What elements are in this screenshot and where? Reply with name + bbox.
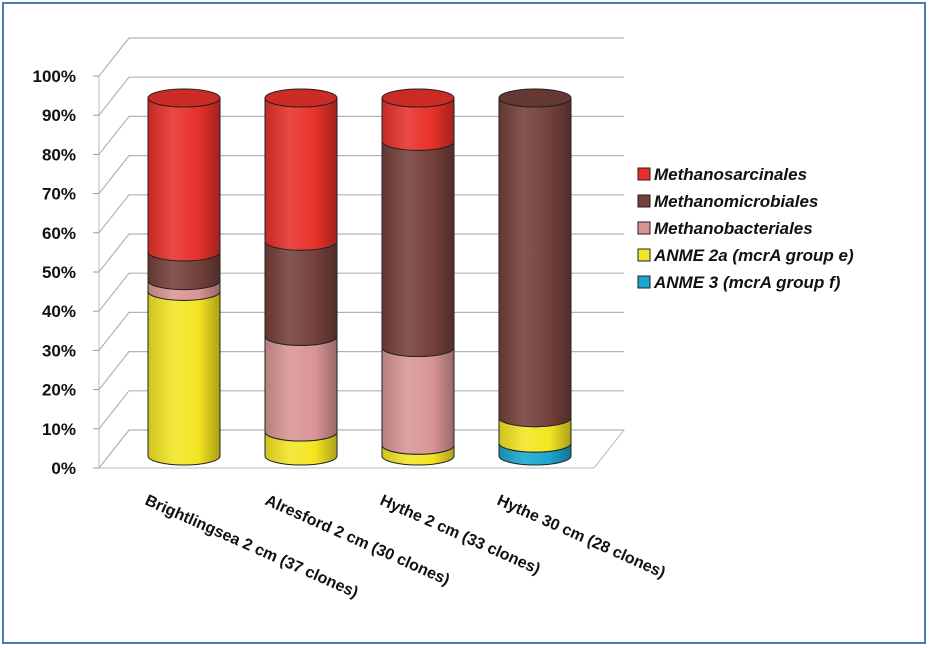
legend-swatch bbox=[637, 275, 651, 289]
y-tick-label: 90% bbox=[42, 106, 76, 125]
gridline bbox=[98, 115, 624, 155]
legend-label: ANME 2a (mcrA group e) bbox=[653, 246, 854, 265]
bar-stack bbox=[381, 88, 455, 466]
y-tick-label: 20% bbox=[42, 381, 76, 400]
bar-stack bbox=[264, 88, 338, 466]
legend: Methanosarcinales Methanomicrobiales Metha… bbox=[637, 165, 854, 292]
bar-segment bbox=[381, 141, 455, 358]
legend-item: ANME 2a (mcrA group e) bbox=[637, 246, 854, 265]
bars bbox=[147, 88, 572, 466]
y-tick-label: 100% bbox=[33, 67, 76, 86]
bar-top-cap bbox=[381, 88, 455, 108]
gridline bbox=[98, 390, 624, 430]
y-axis-ticks: 0% 10% 20% 30% 40% 50% 60% 70% 80% 90% 100% bbox=[33, 67, 99, 478]
gridline bbox=[98, 311, 624, 351]
y-tick-label: 50% bbox=[42, 263, 76, 282]
x-category-label: Alresford 2 cm (30 clones) bbox=[262, 492, 452, 589]
bar-segment bbox=[264, 336, 338, 442]
legend-label: Methanosarcinales bbox=[654, 165, 807, 184]
gridline bbox=[98, 429, 624, 469]
legend-item: ANME 3 (mcrA group f) bbox=[637, 273, 841, 292]
y-tick-label: 30% bbox=[42, 341, 76, 360]
bar-segment bbox=[264, 241, 338, 346]
x-category-label: Brightlingsea 2 cm (37 clones) bbox=[142, 492, 360, 602]
gridline bbox=[98, 233, 624, 273]
bar-top-cap bbox=[498, 88, 572, 108]
legend-swatch bbox=[637, 194, 651, 208]
gridline bbox=[98, 37, 624, 77]
bar-top-cap bbox=[264, 88, 338, 108]
legend-item: Methanobacteriales bbox=[637, 219, 813, 238]
y-tick-label: 60% bbox=[42, 224, 76, 243]
gridline bbox=[98, 155, 624, 194]
bar-segment bbox=[264, 97, 338, 251]
y-tick-label: 10% bbox=[42, 420, 76, 439]
x-axis-labels: Brightlingsea 2 cm (37 clones)Alresford … bbox=[142, 492, 667, 602]
gridline bbox=[98, 351, 624, 390]
legend-label: ANME 3 (mcrA group f) bbox=[653, 273, 841, 292]
bar-segment bbox=[147, 291, 221, 466]
gridline bbox=[98, 76, 624, 116]
legend-swatch bbox=[637, 221, 651, 235]
y-tick-label: 0% bbox=[51, 459, 76, 478]
gridlines bbox=[98, 37, 624, 469]
legend-item: Methanosarcinales bbox=[637, 165, 807, 184]
legend-item: Methanomicrobiales bbox=[637, 192, 818, 211]
bar-segment bbox=[381, 347, 455, 455]
gridline bbox=[98, 272, 624, 312]
legend-swatch bbox=[637, 248, 651, 262]
bar-stack bbox=[498, 88, 572, 466]
bar-stack bbox=[147, 88, 221, 466]
y-tick-label: 80% bbox=[42, 145, 76, 164]
bar-segment bbox=[498, 97, 572, 428]
stacked-cylinder-chart: 0% 10% 20% 30% 40% 50% 60% 70% 80% 90% 100% Bright… bbox=[33, 37, 854, 602]
bar-segment bbox=[147, 97, 221, 262]
legend-label: Methanobacteriales bbox=[654, 219, 813, 238]
legend-swatch bbox=[637, 167, 651, 181]
bar-top-cap bbox=[147, 88, 221, 108]
y-tick-label: 70% bbox=[42, 185, 76, 204]
gridline bbox=[98, 194, 624, 234]
legend-label: Methanomicrobiales bbox=[654, 192, 818, 211]
y-tick-label: 40% bbox=[42, 302, 76, 321]
